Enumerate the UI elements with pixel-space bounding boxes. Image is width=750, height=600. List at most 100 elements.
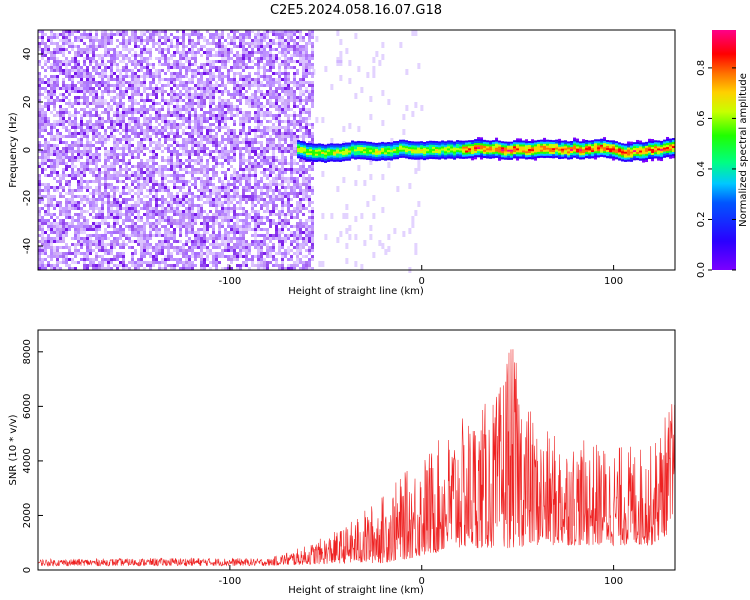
heatmap-cell [281,198,284,201]
heatmap-cell [149,87,152,90]
heatmap-cell [179,186,182,189]
heatmap-cell [59,207,62,210]
heatmap-cell [161,165,164,168]
heatmap-cell [38,156,41,159]
heatmap-cell [152,45,155,48]
heatmap-cell [83,216,86,219]
heatmap-cell [182,183,185,186]
heatmap-cell [101,144,104,147]
heatmap-cell [104,51,107,54]
heatmap-cell [275,168,278,171]
heatmap-cell [170,123,173,126]
heatmap-cell [161,120,164,123]
heatmap-cell [104,252,107,255]
heatmap-cell [161,99,164,102]
heatmap-cell [173,126,176,129]
heatmap-cell [146,174,149,177]
heatmap-cell [122,198,125,201]
heatmap-cell [131,165,134,168]
heatmap-cell [68,123,71,126]
heatmap-cell [266,216,269,219]
heatmap-cell [137,201,140,204]
heatmap-cell [122,36,125,39]
heatmap-cell [62,30,65,33]
heatmap-cell [128,126,131,129]
heatmap-cell [224,51,227,54]
heatmap-cell [230,66,233,69]
heatmap-cell [224,48,227,51]
heatmap-cell [59,114,62,117]
heatmap-cell [263,168,266,171]
heatmap-cell [152,33,155,36]
heatmap-cell [89,87,92,90]
heatmap-cell [155,30,158,33]
heatmap-cell [224,126,227,129]
heatmap-cell [125,198,128,201]
heatmap-cell [149,156,152,159]
heatmap-cell [188,132,191,135]
heatmap-cell [65,144,68,147]
heatmap-cell [134,60,137,63]
heatmap-cell [104,147,107,150]
heatmap-cell [206,159,209,162]
heatmap-cell [290,204,293,207]
heatmap-cell [200,222,203,225]
heatmap-cell [110,252,113,255]
heatmap-cell [74,45,77,48]
heatmap-cell [119,42,122,45]
heatmap-cell [224,111,227,114]
heatmap-cell [95,168,98,171]
heatmap-cell [125,144,128,147]
heatmap-cell [239,264,242,267]
heatmap-cell [221,90,224,93]
heatmap-cell [257,183,260,186]
heatmap-cell [218,261,221,264]
heatmap-cell [269,135,272,138]
heatmap-cell [206,249,209,252]
heatmap-cell [101,33,104,36]
heatmap-cell [62,168,65,171]
heatmap-cell [140,189,143,192]
heatmap-cell [68,186,71,189]
heatmap-cell [140,258,143,261]
heatmap-cell [233,108,236,111]
heatmap-cell [242,159,245,162]
heatmap-cell [281,138,284,141]
heatmap-cell [140,99,143,102]
heatmap-cell [68,198,71,201]
heatmap-cell [122,60,125,63]
heatmap-cell [86,246,89,249]
heatmap-cell [287,222,290,225]
heatmap-cell [263,222,266,225]
heatmap-cell [152,195,155,198]
heatmap-cell [248,213,251,216]
heatmap-cell [89,225,92,228]
heatmap-cell [224,75,227,78]
heatmap-cell [98,264,101,267]
heatmap-cell [218,48,221,51]
heatmap-cell [179,225,182,228]
heatmap-cell [101,243,104,246]
heatmap-cell [89,261,92,264]
heatmap-cell [77,96,80,99]
heatmap-cell [98,174,101,177]
heatmap-cell [143,120,146,123]
heatmap-cell [125,165,128,168]
heatmap-cell [182,201,185,204]
heatmap-cell [38,213,41,216]
heatmap-cell [260,108,263,111]
heatmap-cell [44,174,47,177]
heatmap-cell [284,129,287,132]
heatmap-cell [143,102,146,105]
heatmap-cell [269,222,272,225]
heatmap-cell [218,84,221,87]
heatmap-cell [86,36,89,39]
heatmap-cell [248,243,251,246]
heatmap-cell [104,63,107,66]
heatmap-cell [50,123,53,126]
heatmap-cell [71,87,74,90]
heatmap-cell [122,129,125,132]
heatmap-cell [125,219,128,222]
heatmap-cell [155,90,158,93]
heatmap-cell [206,225,209,228]
